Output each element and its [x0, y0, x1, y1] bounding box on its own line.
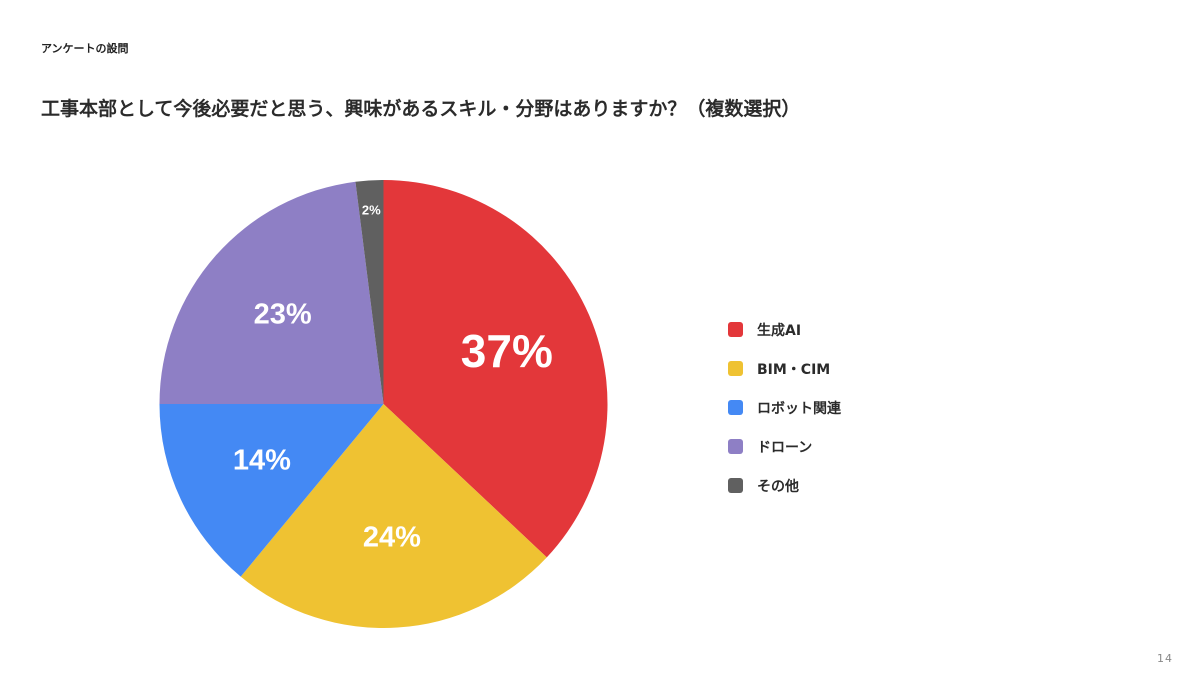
legend-label: その他: [757, 478, 799, 495]
legend-swatch-drone: [728, 439, 743, 454]
slide-title: 工事本部として今後必要だと思う、興味があるスキル・分野はありますか？（複数選択）: [41, 98, 801, 120]
pie-label-drone: 23%: [253, 298, 312, 331]
legend-item-drone: ドローン: [728, 427, 841, 466]
legend-item-bim-cim: BIM・CIM: [728, 349, 841, 388]
pie-label-generative-ai: 37%: [460, 324, 553, 377]
page-number: 14: [1157, 652, 1173, 665]
legend-item-robotics: ロボット関連: [728, 388, 841, 427]
pie-slice-generative-ai: [383, 180, 608, 558]
legend-label: ロボット関連: [757, 400, 841, 417]
pie-slice-robotics: [159, 404, 384, 577]
pie-label-bim-cim: 24%: [362, 521, 421, 554]
pie-slice-drone: [159, 181, 384, 404]
legend-label: BIM・CIM: [757, 361, 831, 378]
pie-label-robotics: 14%: [232, 444, 291, 477]
legend-label: ドローン: [757, 439, 813, 456]
legend-item-other: その他: [728, 466, 841, 505]
legend-swatch-other: [728, 478, 743, 493]
pie-label-other: 2%: [361, 202, 381, 217]
pie-slice-other: [355, 180, 384, 404]
legend-swatch-generative-ai: [728, 322, 743, 337]
legend-swatch-bim-cim: [728, 361, 743, 376]
legend: 生成AI BIM・CIM ロボット関連 ドローン その他: [728, 310, 841, 505]
legend-swatch-robotics: [728, 400, 743, 415]
legend-label: 生成AI: [757, 322, 802, 339]
pie-slice-bim-cim: [240, 404, 547, 628]
legend-item-generative-ai: 生成AI: [728, 310, 841, 349]
section-label: アンケートの設問: [41, 42, 129, 55]
